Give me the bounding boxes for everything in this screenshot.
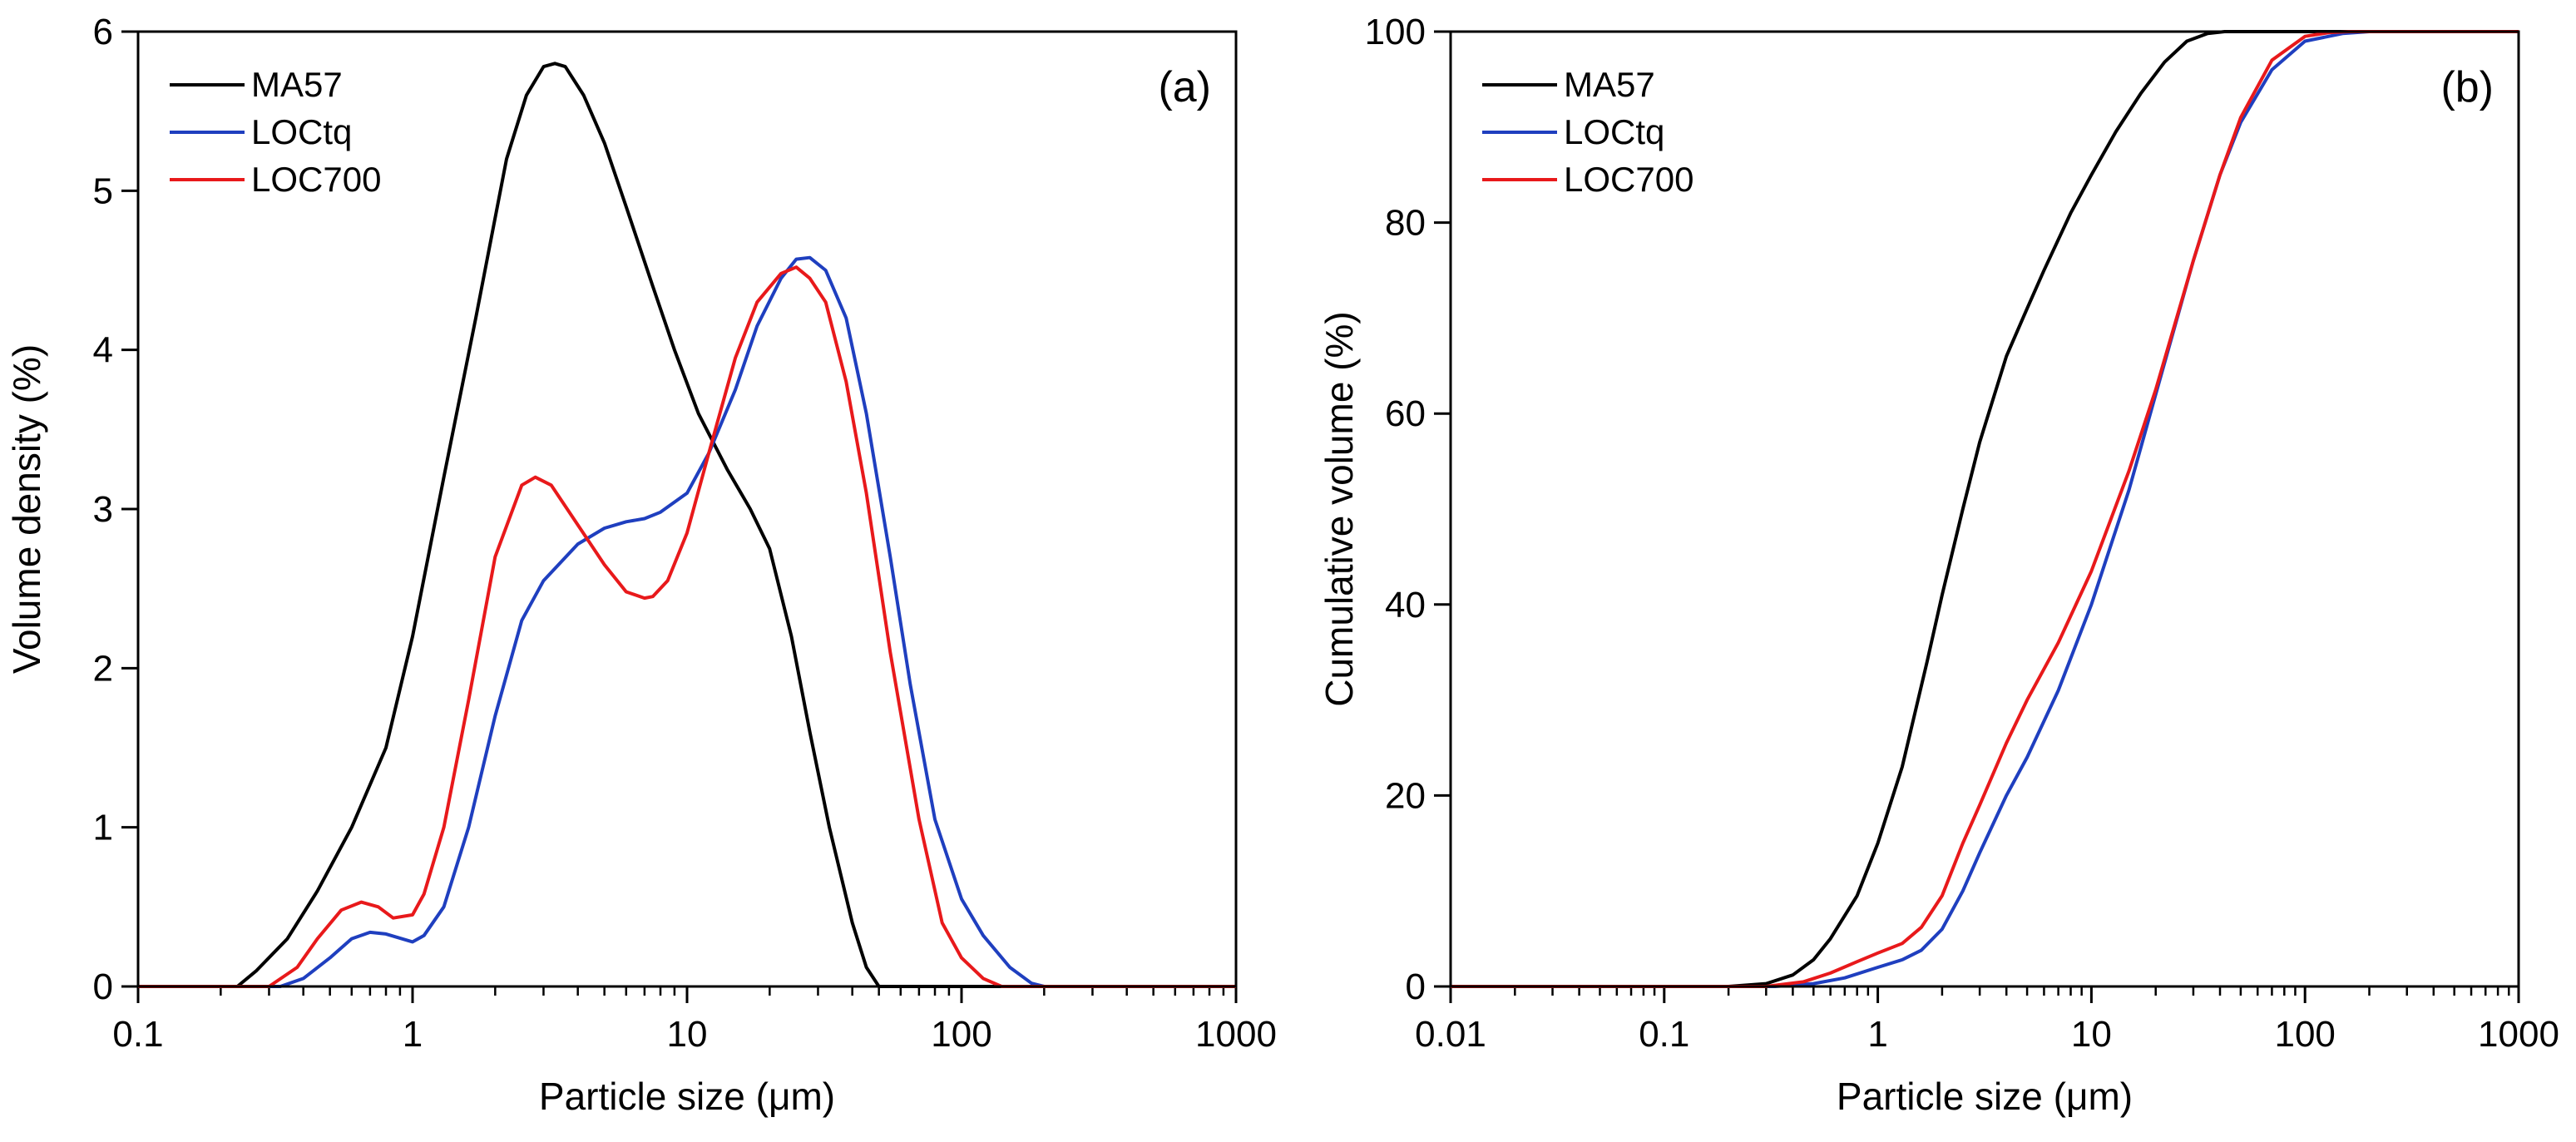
panel-a-y-axis-label: Volume density (%) <box>5 344 48 674</box>
panel-b-legend: MA57 LOCtq LOC700 <box>1482 65 1693 199</box>
panel-b-series-line-loctq <box>1451 30 2519 988</box>
panel-a-plot-frame <box>136 30 1238 988</box>
panel-b-x-tick-label: 10 <box>2071 1014 2112 1055</box>
panel-b-y-tick-label: 60 <box>1385 393 1426 434</box>
panel-a-series-line-loc700 <box>138 265 1236 988</box>
panel-a-y-tick-label: 0 <box>93 966 113 1007</box>
panel-b-y-tick-label: 40 <box>1385 585 1426 625</box>
panel-b-cumulative-volume-chart: 0.01 0.1 1 10 100 1000 0 20 40 60 80 100 Particle si… <box>1318 12 2559 1118</box>
panel-a-y-tick-label: 3 <box>93 489 113 530</box>
panel-a-series-line-ma57 <box>138 62 1236 988</box>
panel-a-y-tick-label: 6 <box>93 12 113 52</box>
panel-a-x-tick-label: 0.1 <box>112 1014 163 1055</box>
panel-a-y-tick-label: 4 <box>93 330 113 371</box>
panel-b-y-tick-label: 80 <box>1385 203 1426 244</box>
panel-b-y-tick-label: 0 <box>1406 966 1426 1007</box>
panel-a-volume-density-chart: 0.1 1 10 100 1000 0 1 2 3 4 5 6 Particle size (μm) Vo… <box>5 12 1277 1118</box>
panel-b-x-tick-label: 0.01 <box>1415 1014 1486 1055</box>
panel-b-legend-label-ma57: MA57 <box>1564 65 1655 104</box>
panel-b-y-tick-label: 20 <box>1385 775 1426 816</box>
panel-a-series-line-loctq <box>138 255 1236 988</box>
panel-a-x-tick-label: 1000 <box>1195 1014 1277 1055</box>
panel-a-y-tick-label: 1 <box>93 808 113 848</box>
panel-a-legend-label-ma57: MA57 <box>251 65 343 104</box>
panel-a-y-tick-label: 5 <box>93 171 113 211</box>
panel-b-x-tick-label: 100 <box>2274 1014 2335 1055</box>
panel-b-y-axis-label: Cumulative volume (%) <box>1318 311 1361 706</box>
panel-b-x-tick-label: 0.1 <box>1639 1014 1689 1055</box>
panel-b-x-axis-label: Particle size (μm) <box>1837 1075 2133 1118</box>
panel-a-legend-label-loc700: LOC700 <box>251 160 381 199</box>
panel-b-series-line-loc700 <box>1451 30 2519 988</box>
panel-b-x-tick-label: 1 <box>1867 1014 1887 1055</box>
panel-a-legend: MA57 LOCtq LOC700 <box>170 65 381 199</box>
panel-b-legend-label-loctq: LOCtq <box>1564 112 1664 151</box>
panel-a-panel-label: (a) <box>1158 63 1211 111</box>
panel-a-x-minor-ticks <box>220 986 1225 996</box>
panel-a-y-tick-label: 2 <box>93 648 113 689</box>
panel-b-legend-label-loc700: LOC700 <box>1564 160 1693 199</box>
panel-b-x-tick-label: 1000 <box>2478 1014 2559 1055</box>
panel-a-x-axis-label: Particle size (μm) <box>539 1075 835 1118</box>
panel-b-series-line-ma57 <box>1451 30 2519 988</box>
panel-b-x-minor-ticks <box>1514 986 2510 996</box>
panel-a-legend-label-loctq: LOCtq <box>251 112 352 151</box>
panel-a-x-tick-label: 10 <box>667 1014 708 1055</box>
panel-a-x-tick-label: 1 <box>403 1014 423 1055</box>
panel-b-y-tick-label: 100 <box>1365 12 1426 52</box>
panel-b-plot-frame <box>1449 30 2520 988</box>
panel-b-panel-label: (b) <box>2440 63 2494 111</box>
panel-a-x-tick-label: 100 <box>931 1014 991 1055</box>
